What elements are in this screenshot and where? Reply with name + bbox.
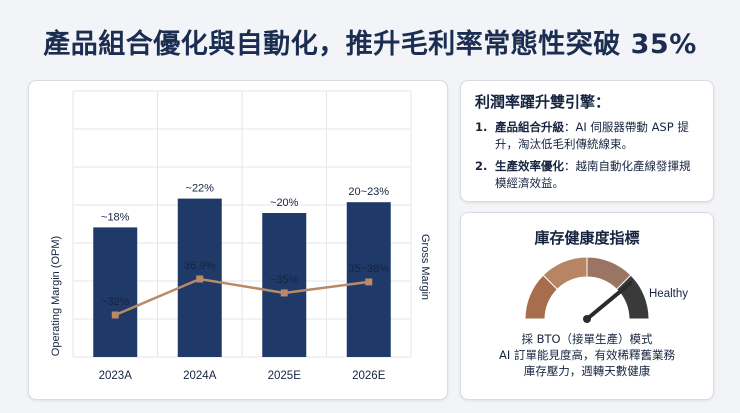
driver-text: ：越南自動化產線發揮規模經濟效益。 — [495, 159, 691, 190]
gross-margin-point — [365, 278, 373, 286]
gauge-hub — [583, 315, 591, 323]
gross-margin-point — [196, 275, 204, 283]
driver-title: 產品組合升級 — [495, 120, 564, 134]
x-tick-label: 2023A — [99, 370, 133, 382]
gross-margin-point — [280, 289, 288, 297]
x-tick-label: 2025E — [268, 370, 302, 382]
gross-margin-label: ~32% — [101, 296, 130, 308]
gross-margin-line — [114, 277, 369, 317]
driver-number: 1. — [475, 120, 488, 134]
page-title: 產品組合優化與自動化，推升毛利率常態性突破 35% — [43, 29, 697, 60]
inventory-caption: 採 BTO（接單生產）模式 AI 訂單能見度高，有效稀釋舊業務 庫存壓力，週轉天… — [461, 331, 713, 379]
x-tick-label: 2024A — [183, 370, 217, 382]
caption-line: 採 BTO（接單生產）模式 — [521, 332, 653, 346]
gross-margin-label: ~35% — [270, 274, 299, 286]
gauge-needle — [585, 281, 633, 321]
inventory-heading: 庫存健康度指標 — [534, 229, 640, 247]
gross-margin-label: 35~38% — [348, 263, 389, 275]
health-gauge: Healthy — [524, 256, 688, 323]
opm-bar — [93, 227, 138, 357]
caption-line: AI 訂單能見度高，有效稀釋舊業務 — [499, 348, 675, 362]
margin-chart-card: ~18% 2023A ~22% 2024A ~20% 2025E 20~23% 2026E ~3… — [28, 80, 448, 400]
caption-line: 庫存壓力，週轉天數健康 — [523, 364, 651, 378]
gauge-healthy-label: Healthy — [649, 288, 688, 300]
drivers-list: 1. 產品組合升級：AI 伺服器帶動 ASP 提升，淘汰低毛利傳統線束。 2. … — [475, 119, 701, 197]
driver-item: 1. 產品組合升級：AI 伺服器帶動 ASP 提升，淘汰低毛利傳統線束。 — [475, 119, 701, 153]
y-axis-label-opm: Operating Margin (OPM) — [50, 236, 62, 356]
opm-bar — [262, 213, 307, 357]
margin-drivers-card: 利潤率躍升雙引擎： 1. 產品組合升級：AI 伺服器帶動 ASP 提升，淘汰低毛… — [460, 80, 714, 202]
inventory-health-card: 庫存健康度指標 Healthy 採 BTO（接單生產）模式 AI 訂單能見度高，… — [460, 212, 714, 400]
opm-bar-label: ~20% — [270, 197, 299, 209]
driver-item: 2. 生產效率優化：越南自動化產線發揮規模經濟效益。 — [475, 158, 701, 192]
gross-margin-point — [111, 311, 119, 319]
margin-chart: ~18% 2023A ~22% 2024A ~20% 2025E 20~23% 2026E ~3… — [50, 90, 431, 382]
y-axis-label-gross-margin: Gross Margin — [419, 234, 431, 300]
opm-bar-label: ~22% — [186, 183, 215, 195]
opm-bar-label: ~18% — [101, 211, 130, 223]
x-tick-label: 2026E — [352, 370, 386, 382]
driver-text: ：AI 伺服器帶動 ASP 提升，淘汰低毛利傳統線束。 — [495, 120, 689, 151]
drivers-heading: 利潤率躍升雙引擎： — [475, 93, 611, 111]
gross-margin-label: 36.9% — [184, 260, 215, 272]
driver-number: 2. — [475, 159, 488, 173]
opm-bar-label: 20~23% — [348, 186, 389, 198]
driver-title: 生產效率優化 — [495, 159, 564, 173]
